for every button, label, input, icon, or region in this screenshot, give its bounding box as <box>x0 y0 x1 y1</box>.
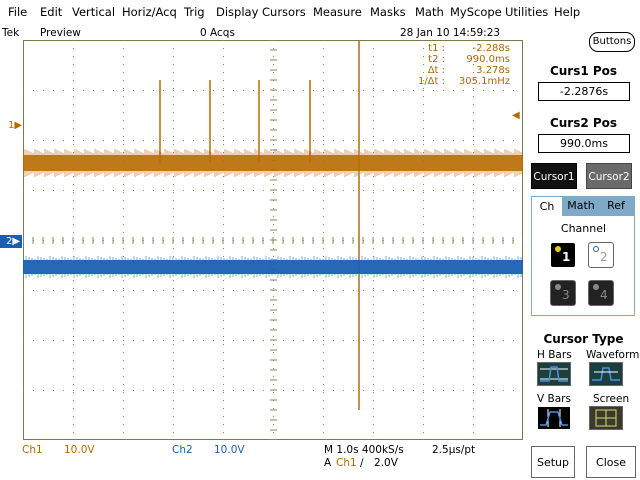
cursor1-button[interactable]: Cursor1 <box>531 163 577 189</box>
waveform-button[interactable] <box>589 362 623 386</box>
inv-delta-t-value: 305.1mHz <box>458 76 510 87</box>
ch1-trace-band <box>23 155 523 171</box>
probe-icon <box>593 246 599 252</box>
ch2-marker-label: 2 <box>6 236 13 247</box>
trigger-level[interactable]: 2.0V <box>374 457 398 469</box>
screen-grid-icon <box>595 409 617 427</box>
close-button[interactable]: Close <box>586 446 636 478</box>
curs2-pos-input[interactable]: 990.0ms <box>538 134 630 153</box>
ch2-marker[interactable]: 2▶ <box>0 235 22 248</box>
ch1-marker-label: 1 <box>8 120 15 131</box>
channel-3-button[interactable]: 3 <box>550 280 576 306</box>
curs1-pos-input[interactable]: -2.2876s <box>538 82 630 101</box>
menu-math[interactable]: Math <box>415 5 444 19</box>
menu-bar: File Edit Vertical Horiz/Acq Trig Displa… <box>0 0 640 24</box>
h-bars-icon <box>540 366 568 382</box>
ch2-trace-band <box>23 260 523 274</box>
menu-myscope[interactable]: MyScope <box>450 5 502 19</box>
menu-horiz-acq[interactable]: Horiz/Acq <box>122 5 177 19</box>
channel-3-label: 3 <box>562 288 570 302</box>
channel-1-label: 1 <box>562 250 571 264</box>
t2-label: t2 : <box>428 54 445 65</box>
ch1-marker[interactable]: 1▶ <box>8 120 22 131</box>
date-time: 28 Jan 10 14:59:23 <box>400 27 501 39</box>
menu-display[interactable]: Display <box>216 5 259 19</box>
screen-label: Screen <box>593 393 630 405</box>
trigger-level-marker[interactable]: ◀ <box>512 110 520 121</box>
channel-title: Channel <box>560 222 607 235</box>
curs2-pos-title: Curs2 Pos <box>549 116 618 130</box>
waveform-cursor-icon <box>592 367 620 381</box>
tab-math[interactable]: Math <box>567 199 595 212</box>
delta-t-label: Δt : <box>427 65 445 76</box>
t2-value: 990.0ms <box>466 54 510 65</box>
screen-button[interactable] <box>589 406 623 430</box>
arrow-right-icon: ▶ <box>12 236 21 247</box>
probe-icon <box>593 284 599 290</box>
waveform-label: Waveform <box>586 349 640 361</box>
ch1-scale[interactable]: 10.0V <box>64 444 95 456</box>
v-bars-icon <box>540 409 568 427</box>
channel-4-button[interactable]: 4 <box>588 280 614 306</box>
delta-t-value: 3.278s <box>476 65 510 76</box>
channel-4-label: 4 <box>600 288 608 302</box>
menu-file[interactable]: File <box>8 5 28 19</box>
resolution-readout[interactable]: 2.5μs/pt <box>432 444 476 456</box>
cursor-readout: t1 : -2.288s t2 : 990.0ms Δt : 3.278s 1/… <box>410 43 510 93</box>
probe-icon <box>555 246 561 252</box>
ch2-label[interactable]: Ch2 <box>172 444 193 456</box>
ch2-scale[interactable]: 10.0V <box>214 444 245 456</box>
menu-edit[interactable]: Edit <box>40 5 63 19</box>
brand-label: Tek <box>2 27 20 39</box>
curs1-pos-title: Curs1 Pos <box>549 64 618 78</box>
tab-ref[interactable]: Ref <box>607 199 625 212</box>
trigger-slope-icon: ∕ <box>360 457 364 469</box>
cursor2-button[interactable]: Cursor2 <box>586 163 632 189</box>
graticule-center-ticks <box>23 40 523 440</box>
menu-cursors[interactable]: Cursors <box>262 5 306 19</box>
ch1-label[interactable]: Ch1 <box>22 444 43 456</box>
channel-tab-content <box>531 216 635 316</box>
channel-1-button[interactable]: 1 <box>550 242 576 268</box>
channel-2-label: 2 <box>600 250 608 264</box>
t1-value: -2.288s <box>472 43 510 54</box>
arrow-right-icon: ▶ <box>14 120 23 131</box>
t1-label: t1 : <box>428 43 445 54</box>
timebase-readout[interactable]: M 1.0s 400kS/s <box>324 444 404 456</box>
h-bars-label: H Bars <box>537 349 572 361</box>
buttons-toggle-button[interactable]: Buttons <box>589 32 635 52</box>
v-bars-label: V Bars <box>537 393 571 405</box>
menu-measure[interactable]: Measure <box>313 5 362 19</box>
mode-label: Preview <box>40 27 81 39</box>
menu-utilities[interactable]: Utilities <box>505 5 549 19</box>
trigger-mode[interactable]: A <box>324 457 332 469</box>
ch2-trace-noise <box>23 256 522 278</box>
menu-vertical[interactable]: Vertical <box>72 5 116 19</box>
channel-2-button[interactable]: 2 <box>588 242 614 268</box>
cursor-type-title: Cursor Type <box>543 332 624 346</box>
acq-count: 0 Acqs <box>200 27 235 39</box>
h-bars-button[interactable] <box>537 362 571 386</box>
menu-masks[interactable]: Masks <box>370 5 406 19</box>
ch1-trace-noise <box>23 149 522 177</box>
waveform-display[interactable] <box>23 40 523 440</box>
probe-icon <box>555 284 561 290</box>
arrow-left-icon: ◀ <box>512 110 520 121</box>
v-bars-button[interactable] <box>537 406 571 430</box>
inv-delta-t-label: 1/Δt : <box>417 76 445 87</box>
setup-button[interactable]: Setup <box>531 446 575 478</box>
tab-ch[interactable]: Ch <box>531 196 563 216</box>
trigger-source[interactable]: Ch1 <box>336 457 357 469</box>
menu-trig[interactable]: Trig <box>184 5 205 19</box>
menu-help[interactable]: Help <box>554 5 581 19</box>
